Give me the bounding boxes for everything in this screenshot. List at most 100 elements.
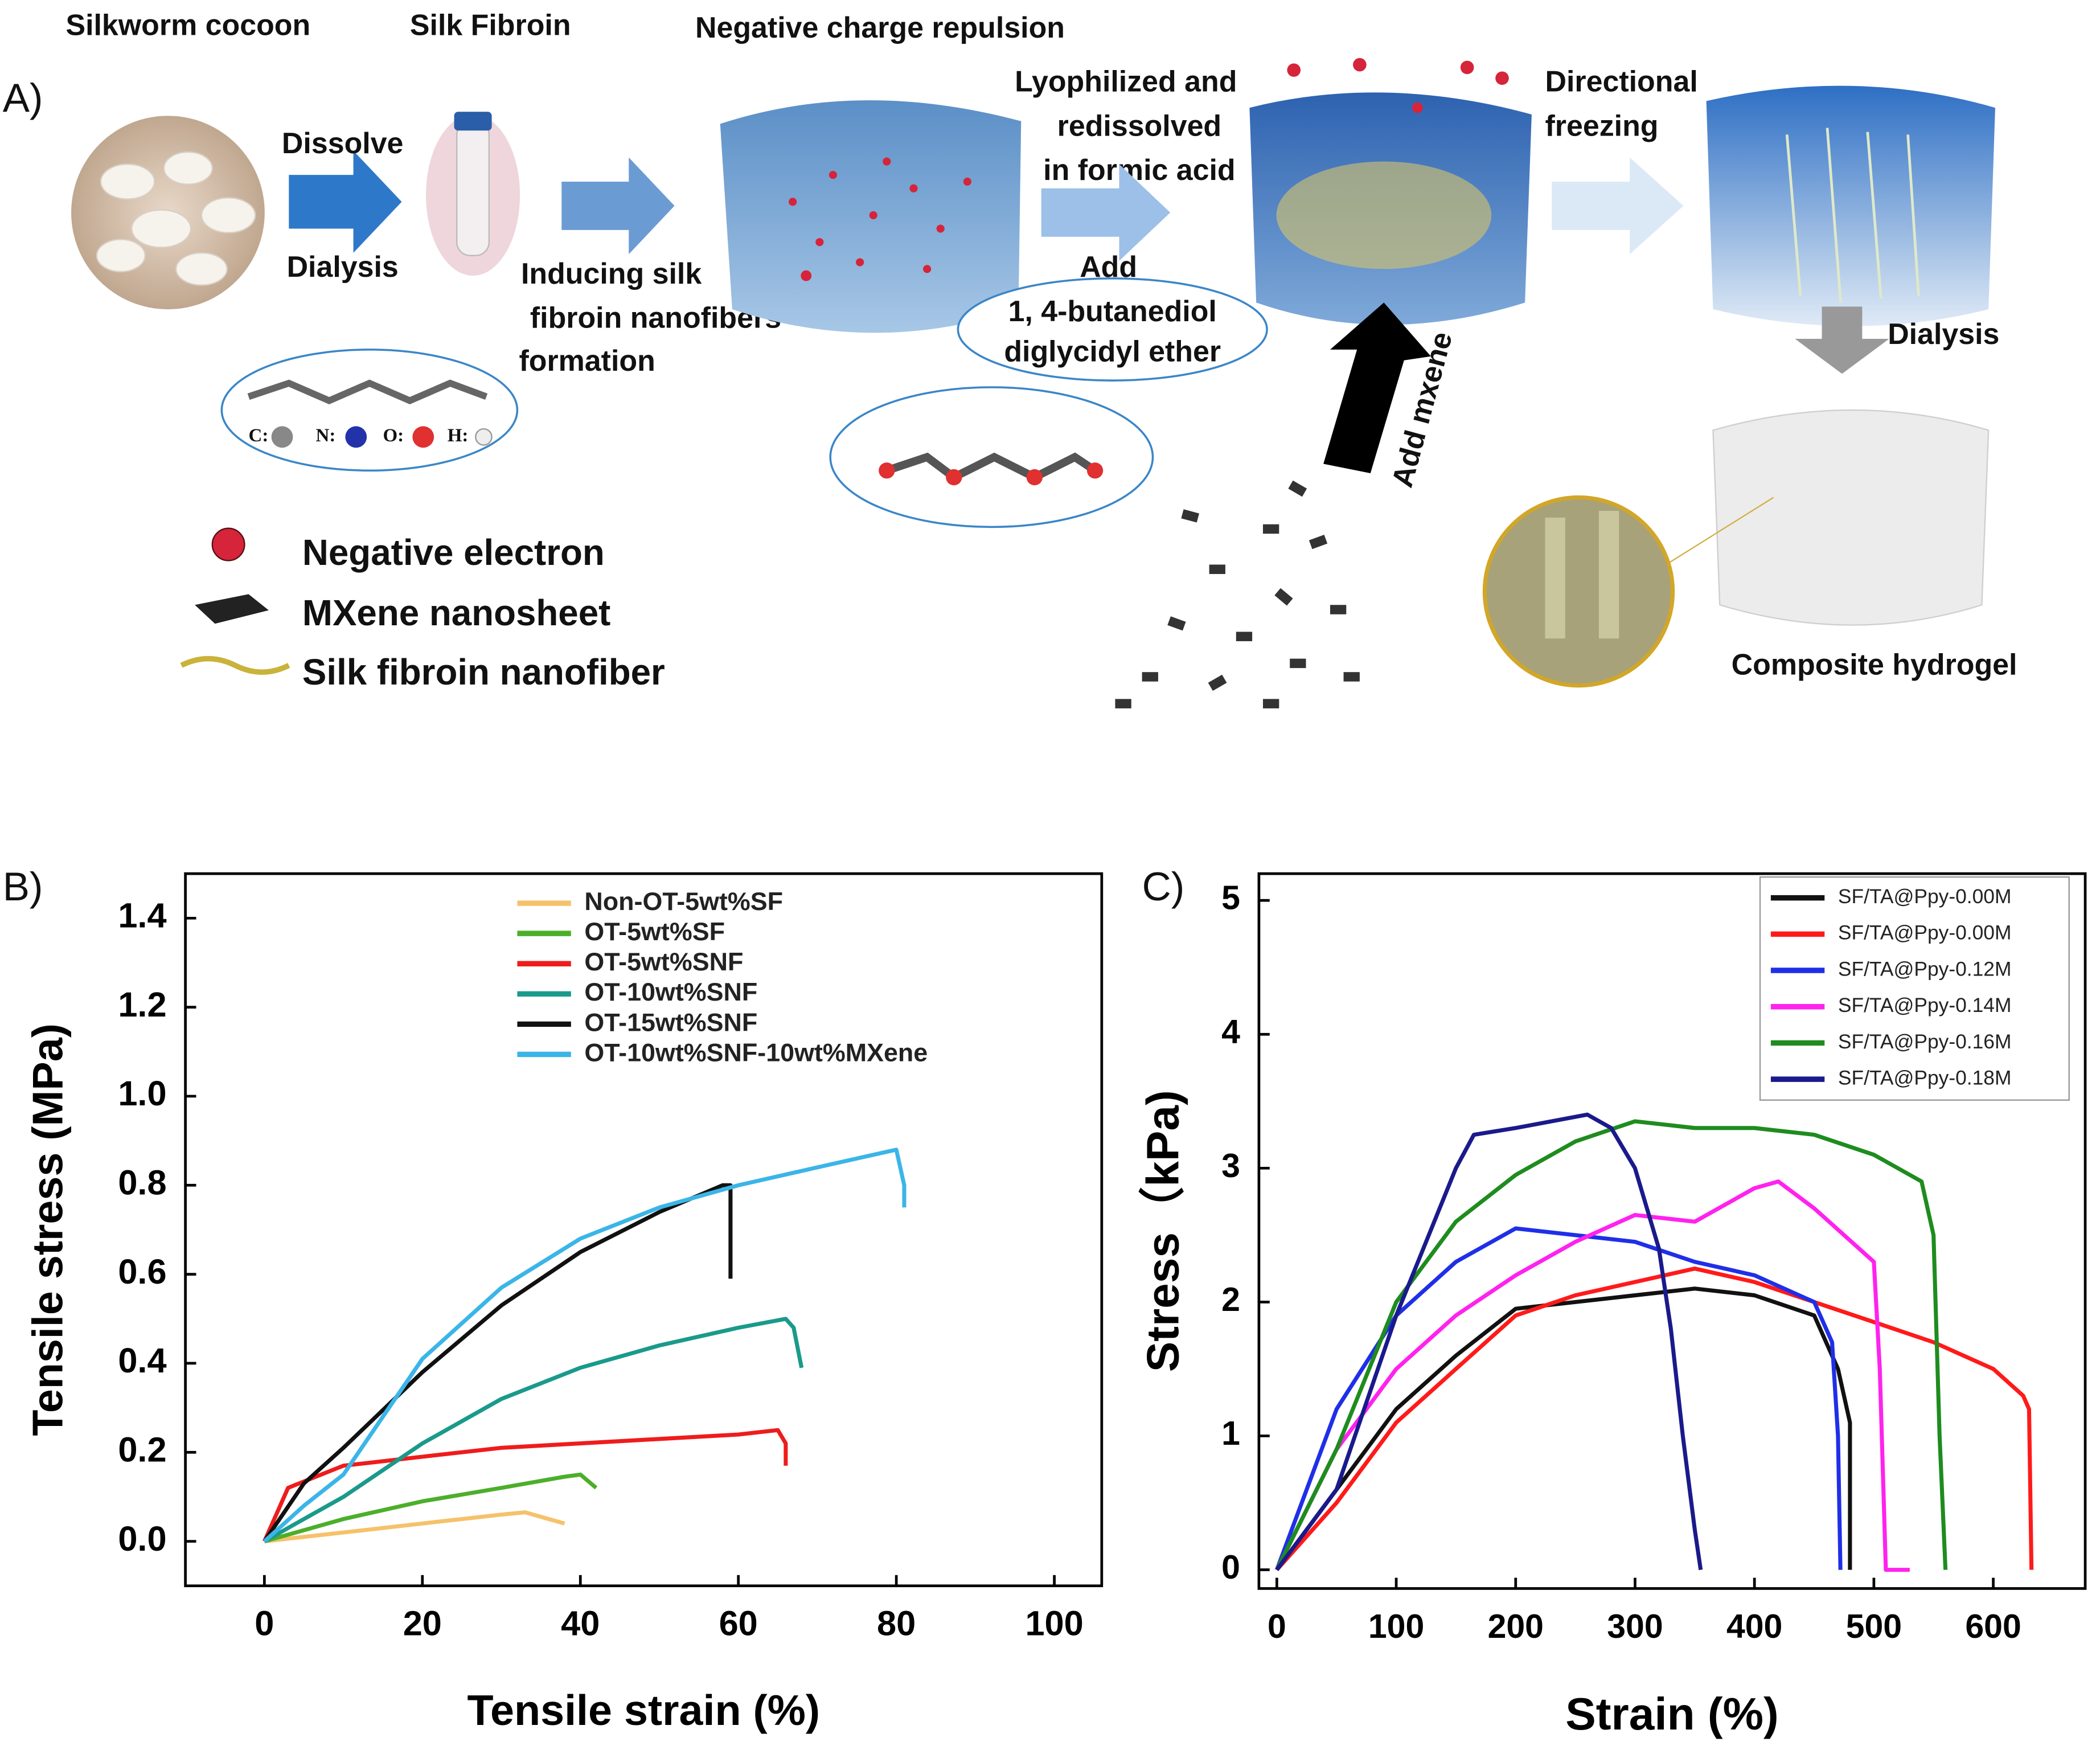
mxene-flakes	[1115, 480, 1360, 708]
arrow	[1795, 306, 1889, 374]
panel-label: B)	[3, 864, 43, 909]
atom-label: N:	[315, 425, 335, 446]
legend-label: MXene nanosheet	[302, 593, 610, 633]
series-line	[1275, 1179, 1910, 1572]
y-tick-label: 1	[1221, 1415, 1240, 1452]
series-line	[264, 1510, 565, 1544]
step-label: Dialysis	[1888, 318, 1999, 351]
y-tick-label: 2	[1221, 1281, 1240, 1318]
step-label: Dialysis	[287, 251, 399, 284]
series-line	[1274, 1226, 1843, 1571]
legend-electron	[211, 527, 245, 562]
plot-frame	[184, 872, 1104, 1588]
x-tick-label: 400	[1726, 1608, 1782, 1645]
cocoons	[96, 151, 256, 286]
x-axis-label: Tensile strain (%)	[467, 1686, 820, 1734]
aligned-fibers	[1785, 128, 1920, 303]
y-axis-label: Stress（kPa)	[1137, 1090, 1188, 1372]
x-tick-label: 500	[1846, 1608, 1902, 1645]
chart: 0 20 40 60 80 100 0.0 0.2 0.4 0.6 0.8 1.0 1.2 1.4 Tens…	[24, 872, 1104, 1734]
step-label: Directional	[1545, 65, 1697, 98]
chart: 0 100 200 300 400 500 600 0 1 2 3 4 5 Stress（kPa) Stra…	[1137, 872, 2087, 1739]
y-tick-label: 4	[1221, 1014, 1240, 1051]
step-label: 1, 4-butanediol	[1008, 295, 1217, 328]
legend-label: Non-OT-5wt%SF	[584, 887, 783, 916]
y-tick-label: 3	[1221, 1147, 1240, 1185]
legend-label: OT-15wt%SNF	[584, 1007, 757, 1036]
y-axis-label: Tensile stress (MPa)	[24, 1023, 72, 1436]
step-label: Dissolve	[282, 127, 404, 160]
legend-label: OT-5wt%SF	[584, 917, 725, 946]
stage-header: Negative charge repulsion	[695, 11, 1065, 44]
series-line	[262, 1183, 733, 1543]
y-tick-label: 1.4	[118, 896, 166, 935]
series-line	[1275, 1112, 1703, 1571]
y-tick-label: 0.4	[118, 1341, 166, 1380]
y-tick-label: 5	[1221, 880, 1240, 917]
y-tick-label: 1.0	[118, 1073, 166, 1113]
atom	[271, 426, 293, 448]
oxygen-atoms	[879, 462, 1104, 486]
panel-a: A) Silkworm cocoon Silk Fibroin Negative…	[3, 9, 2017, 708]
hydrogel	[1712, 409, 1990, 626]
x-tick-label: 200	[1488, 1608, 1544, 1645]
molecule	[885, 452, 1097, 482]
x-tick-label: 300	[1607, 1608, 1663, 1645]
series-line	[1275, 1267, 2034, 1571]
legend-frame	[1759, 876, 2070, 1101]
legend-label: Silk fibroin nanofiber	[302, 652, 665, 692]
step-label: Composite hydrogel	[1732, 648, 2017, 681]
zoom-line	[1666, 497, 1774, 565]
step-label: freezing	[1545, 109, 1658, 142]
legend-nanofiber	[180, 655, 290, 675]
series-line	[1275, 1286, 1852, 1571]
x-tick-label: 80	[877, 1604, 916, 1643]
x-tick-label: 0	[1268, 1608, 1286, 1645]
callout	[957, 277, 1268, 382]
step-label: formation	[519, 345, 655, 378]
atom	[475, 428, 493, 446]
legend-mxene	[195, 594, 269, 624]
x-tick-label: 40	[561, 1604, 600, 1643]
y-tick-label: 0	[1221, 1549, 1240, 1586]
y-tick-label: 0.6	[118, 1252, 166, 1291]
y-tick-label: 1.2	[118, 985, 166, 1024]
legend-label: Negative electron	[302, 532, 605, 573]
tube-cap	[454, 112, 492, 131]
panel-label: A)	[3, 75, 43, 120]
x-axis-label: Strain (%)	[1565, 1688, 1778, 1739]
y-tick-label: 0.0	[118, 1519, 166, 1558]
fiber	[1545, 517, 1565, 639]
stage-header: Silk Fibroin	[410, 9, 571, 42]
molecule	[247, 379, 488, 405]
arrow	[1041, 164, 1171, 261]
charges	[789, 157, 971, 281]
atom	[412, 426, 434, 448]
series-line	[262, 1147, 907, 1543]
y-tick-label: 0.2	[118, 1429, 166, 1469]
series-line	[1275, 1119, 1948, 1571]
arrow	[561, 157, 675, 255]
x-tick-label: 60	[719, 1604, 758, 1643]
series-line	[264, 1472, 598, 1544]
arrow	[1552, 157, 1684, 255]
legend-label: SF/TA@Ppy-0.16M	[1838, 1031, 2012, 1053]
fiber	[1598, 511, 1619, 639]
molecule-callout	[220, 349, 519, 472]
nanofiber-mesh	[1276, 161, 1492, 269]
tube	[456, 120, 490, 256]
x-tick-label: 100	[1368, 1608, 1424, 1645]
stage-header: Silkworm cocoon	[65, 9, 310, 42]
step-label: redissolved	[1057, 109, 1222, 142]
legend-label: OT-10wt%SNF	[584, 977, 757, 1006]
atom-label: O:	[383, 425, 404, 446]
frozen-gel	[1706, 85, 1995, 326]
series-line	[262, 1428, 788, 1543]
released-charges	[1287, 58, 1509, 113]
panel-label: C)	[1142, 864, 1185, 909]
zoom-circle	[1482, 495, 1675, 688]
series-line	[263, 1317, 804, 1543]
atom-label: C:	[249, 425, 269, 446]
legend-label: OT-10wt%SNF-10wt%MXene	[584, 1038, 928, 1067]
